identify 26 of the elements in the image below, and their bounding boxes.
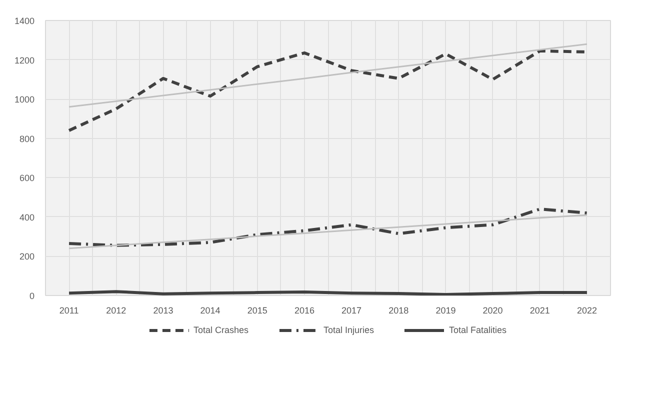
x-tick-label: 2016 [294, 306, 314, 316]
x-tick-label: 2017 [342, 306, 362, 316]
x-tick-label: 2022 [576, 306, 597, 316]
y-tick-label: 0 [29, 291, 35, 301]
legend-label: Total Fatalities [449, 325, 507, 335]
x-tick-label: 2011 [59, 306, 79, 316]
y-tick-label: 1000 [14, 94, 35, 105]
y-tick-label: 1400 [14, 16, 35, 26]
x-tick-label: 2013 [153, 306, 174, 316]
x-tick-label: 2018 [388, 306, 409, 316]
legend-label: Total Crashes [193, 325, 248, 335]
line-series [68, 214, 588, 250]
y-tick-label: 1200 [14, 55, 35, 66]
x-tick-label: 2019 [436, 306, 456, 316]
x-tick-label: 2012 [106, 306, 126, 316]
x-tick-label: 2020 [482, 306, 503, 316]
line-series [68, 208, 588, 247]
y-tick-label: 600 [19, 173, 35, 184]
x-tick-label: 2021 [530, 306, 550, 316]
y-tick-label: 800 [19, 134, 35, 144]
x-tick-label: 2014 [200, 306, 220, 316]
y-tick-label: 400 [19, 212, 35, 222]
legend-label: Total Injuries [323, 325, 374, 335]
x-tick-label: 2015 [247, 306, 268, 316]
line-series [68, 43, 588, 108]
y-tick-label: 200 [19, 252, 35, 262]
